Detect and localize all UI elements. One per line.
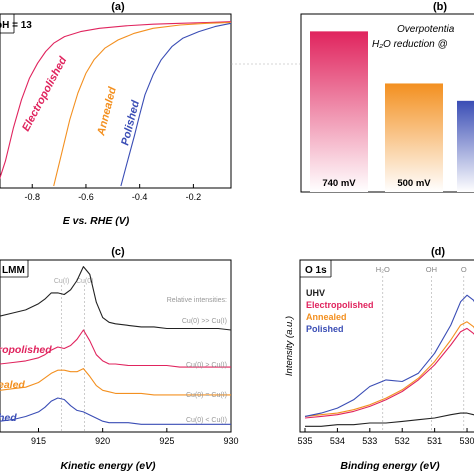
panel-d-reference-label: H₂O — [376, 265, 390, 274]
panel-d-legend-electropolished: Electropolished — [306, 300, 374, 310]
panel-b-bar-polished — [457, 100, 474, 192]
panel-d-xlabel: Binding energy (eV) — [340, 460, 440, 472]
panel-c-series-polished — [0, 397, 231, 425]
panel-a-curve-label-annealed: Annealed — [95, 86, 119, 138]
panel-a-x-tick-label: -0.4 — [132, 192, 148, 202]
panel-a-label: (a) — [111, 1, 125, 13]
panel-c-x-tick-label: 930 — [223, 436, 238, 446]
panel-a-curve-label-polished: Polished — [119, 99, 142, 147]
panel-c-legend: LMM — [2, 265, 25, 276]
panel-c-note-1: Cu(0) > Cu(I) — [186, 362, 227, 369]
panel-c-series-annealed — [0, 368, 231, 396]
panel-c-label: (c) — [111, 246, 125, 258]
panel-c-x-tick-label: 920 — [95, 436, 110, 446]
panel-a-series-annealed — [53, 21, 232, 187]
panel-d-series-annealed — [304, 321, 474, 417]
panel-c-reference-label: Cu(0) — [76, 278, 94, 285]
panel-d-legend: O 1s — [305, 265, 327, 276]
panel-d-series-polished — [304, 294, 474, 417]
panel-d-x-tick-label: 530 — [460, 436, 474, 446]
panel-c-curve-label-polished: hed — [0, 412, 17, 424]
panel-a-series-electropolished — [0, 21, 232, 180]
panel-b-label: (b) — [433, 1, 447, 13]
panel-a-legend: pH = 13 — [0, 20, 32, 31]
panel-a-frame — [0, 13, 232, 189]
panel-c-x-tick-label: 915 — [31, 436, 46, 446]
panel-b-bar-value-label: 500 mV — [397, 178, 431, 189]
panel-c-curve-label-annealed: ealed — [0, 379, 25, 391]
panel-a-series-polished — [120, 22, 232, 187]
panel-d-x-tick-label: 531 — [427, 436, 442, 446]
panel-c-series-electropolished — [0, 329, 231, 368]
panel-d-reference-label: O — [461, 265, 467, 274]
panel-b-title-line2: H₂O reduction @ — [372, 39, 448, 50]
panel-d-x-tick-label: 532 — [395, 436, 410, 446]
panel-d-label: (d) — [431, 246, 445, 258]
panel-c-curve-label-electropolished: ropolished — [0, 344, 52, 356]
panel-d-reference-label: OH — [426, 265, 437, 274]
panel-b: (b) Overpotentia H₂O reduction @ 740 mV 5… — [300, 1, 474, 193]
panel-c: (c) LMM Cu(I) Cu(0) 915 920 925 930 Relative… — [0, 246, 239, 472]
panel-c-note-2: Cu(0) = Cu(I) — [186, 392, 227, 399]
panel-d-legend-polished: Polished — [306, 324, 344, 334]
panel-d-series-electropolished — [304, 327, 474, 419]
panel-d-x-tick-label: 534 — [330, 436, 345, 446]
panel-c-xlabel: Kinetic energy (eV) — [60, 460, 156, 472]
panel-a: (a) pH = 13 -0.8 -0.6 -0.4 -0.2 Electropoli… — [0, 1, 300, 227]
panel-d: (d) O 1s Intensity (a.u.) H₂O OH O 535 534 5… — [284, 246, 474, 472]
panel-b-bar-value-label: 740 mV — [322, 178, 356, 189]
panel-c-note-title: Relative intensities: — [167, 297, 227, 304]
panel-d-frame — [299, 259, 474, 433]
panel-d-x-tick-label: 533 — [362, 436, 377, 446]
panel-a-x-tick-label: -0.8 — [24, 192, 40, 202]
panel-b-title-line1: Overpotentia — [397, 24, 455, 35]
panel-d-ylabel: Intensity (a.u.) — [284, 316, 295, 376]
panel-d-x-tick-label: 535 — [297, 436, 312, 446]
panel-c-note-0: Cu(0) >> Cu(I) — [182, 318, 227, 325]
panel-a-curve-label-electropolished: Electropolished — [20, 55, 69, 134]
panel-c-x-tick-label: 925 — [159, 436, 174, 446]
panel-a-x-tick-label: -0.2 — [186, 192, 202, 202]
panel-d-series-uhv — [305, 412, 474, 427]
panel-c-frame — [0, 259, 232, 433]
panel-c-series-reference — [0, 266, 232, 331]
panel-a-xlabel: E vs. RHE (V) — [63, 215, 130, 227]
panel-d-legend-uhv: UHV — [306, 288, 325, 298]
panel-d-legend-annealed: Annealed — [306, 312, 347, 322]
panel-c-note-3: Cu(0) < Cu(I) — [186, 417, 227, 424]
panel-c-reference-label: Cu(I) — [54, 278, 70, 285]
panel-b-bar-electropolished — [310, 31, 368, 192]
panel-a-x-tick-label: -0.6 — [78, 192, 94, 202]
panel-b-bar-annealed — [385, 83, 443, 192]
